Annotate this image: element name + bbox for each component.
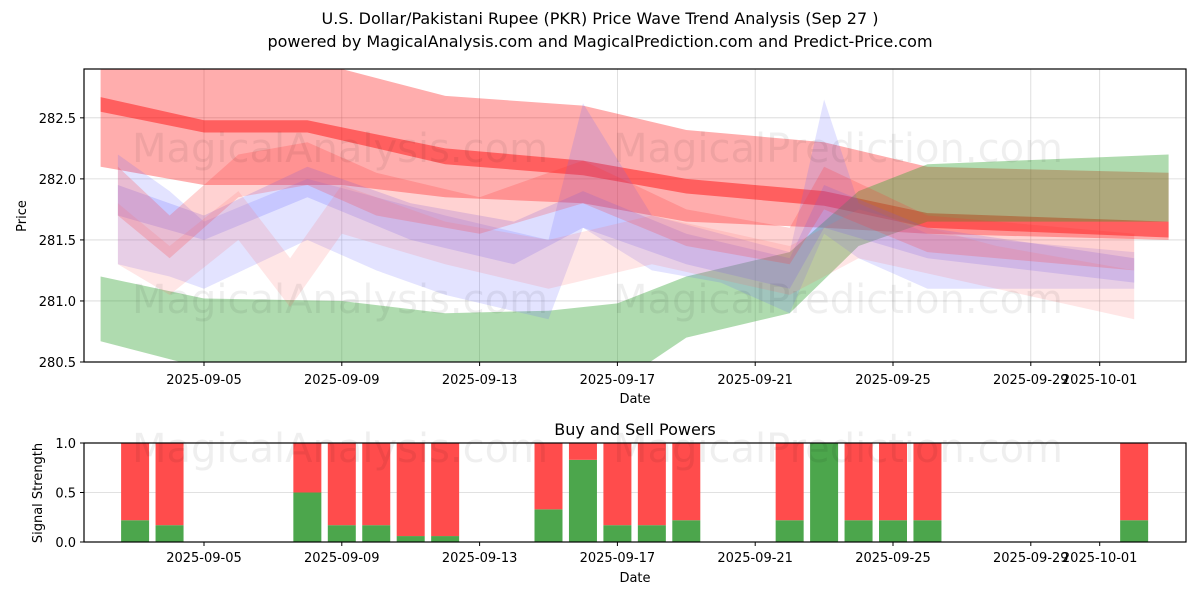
wave-band-pink-band-4 [117, 185, 1135, 320]
buy-bar [775, 520, 804, 542]
watermark: MagicalAnalysis.com [132, 426, 548, 472]
x-tick-label: 2025-09-25 [855, 551, 931, 566]
signal-axis-ticks: 0.0 0.5 1.0 2025-09-05 2025-09-09 2025-09-13 2… [55, 437, 1137, 566]
x-tick-label: 2025-09-29 [993, 373, 1069, 388]
buy-bar [1120, 520, 1149, 542]
y-tick-label: 281.5 [39, 234, 76, 249]
x-tick-label: 2025-09-25 [855, 373, 931, 388]
signal-y-axis-label: Signal Strength [31, 443, 46, 543]
buy-bar [293, 492, 322, 542]
sell-bar [155, 443, 184, 526]
price-axes-frame [83, 68, 1187, 363]
sell-bar [913, 443, 942, 521]
buy-bar [844, 520, 873, 542]
sell-bar [431, 443, 460, 537]
buy-bar [396, 536, 425, 542]
y-tick-label: 0.0 [55, 536, 76, 551]
x-tick-label: 2025-09-09 [304, 551, 380, 566]
buy-bar [913, 520, 942, 542]
x-tick-label: 2025-10-01 [1062, 551, 1138, 566]
sell-bar [362, 443, 391, 526]
wave-band-blue-band-2 [117, 166, 1135, 289]
x-tick-label: 2025-09-17 [580, 373, 656, 388]
price-y-axis-label: Price [15, 200, 30, 232]
sell-bar [1120, 443, 1149, 521]
buy-bar [431, 536, 460, 542]
sell-bar [568, 443, 597, 460]
wave-band-red-wide-upper [100, 69, 1169, 240]
watermark: MagicalPrediction.com [613, 426, 1063, 472]
sell-bar [534, 443, 563, 510]
x-tick-label: 2025-09-13 [442, 373, 518, 388]
x-tick-label: 2025-09-29 [993, 551, 1069, 566]
watermark: MagicalAnalysis.com [132, 126, 548, 172]
price-axis-ticks: 2025-09-05 2025-09-09 2025-09-13 2025-09-17… [39, 112, 1138, 388]
sell-bar [121, 443, 150, 521]
buy-bar [879, 520, 907, 542]
wave-band-blue-band-1 [117, 99, 1135, 320]
wave-band-red-main-line [100, 97, 1169, 238]
chart-title: U.S. Dollar/Pakistani Rupee (PKR) Price … [321, 9, 879, 28]
y-tick-label: 281.0 [39, 295, 76, 310]
x-tick-label: 2025-09-21 [717, 373, 793, 388]
watermark: MagicalPrediction.com [613, 126, 1063, 172]
buy-bar [810, 443, 839, 542]
x-tick-label: 2025-09-21 [717, 551, 793, 566]
watermark: MagicalAnalysis.com [132, 277, 548, 323]
buy-bar [672, 520, 701, 542]
buy-bar [603, 525, 632, 542]
sell-bar [637, 443, 666, 526]
buy-bar [327, 525, 356, 542]
sell-bar [879, 443, 907, 521]
wave-band-red-band-3 [117, 142, 1135, 271]
y-tick-label: 282.0 [39, 173, 76, 188]
sell-bar [327, 443, 356, 526]
sell-bar [672, 443, 701, 521]
buy-bar [534, 509, 563, 542]
x-tick-label: 2025-09-09 [304, 373, 380, 388]
price-grid [84, 69, 1186, 363]
chart-subtitle: powered by MagicalAnalysis.com and Magic… [267, 32, 933, 51]
x-tick-label: 2025-09-17 [580, 551, 656, 566]
y-tick-label: 0.5 [55, 487, 76, 502]
x-tick-label: 2025-10-01 [1062, 373, 1138, 388]
buy-bar [155, 525, 184, 542]
sell-bar [603, 443, 632, 526]
x-tick-label: 2025-09-05 [166, 551, 242, 566]
sell-bar [844, 443, 873, 521]
sell-bar [775, 443, 804, 521]
watermark: MagicalPrediction.com [613, 277, 1063, 323]
y-tick-label: 280.5 [39, 356, 76, 371]
signal-bars [121, 443, 1149, 542]
signal-chart-title: Buy and Sell Powers [554, 420, 716, 439]
y-tick-label: 282.5 [39, 112, 76, 127]
sell-bar [396, 443, 425, 537]
x-tick-label: 2025-09-05 [166, 373, 242, 388]
buy-bar [568, 459, 597, 542]
y-tick-label: 1.0 [55, 437, 76, 452]
price-x-axis-label: Date [619, 392, 650, 407]
price-wave-bands [100, 69, 1169, 362]
sell-bar [293, 443, 322, 493]
buy-bar [362, 525, 391, 542]
buy-bar [121, 520, 150, 542]
buy-bar [637, 525, 666, 542]
x-tick-label: 2025-09-13 [442, 551, 518, 566]
wave-band-green-band [100, 154, 1169, 362]
signal-x-axis-label: Date [619, 571, 650, 586]
